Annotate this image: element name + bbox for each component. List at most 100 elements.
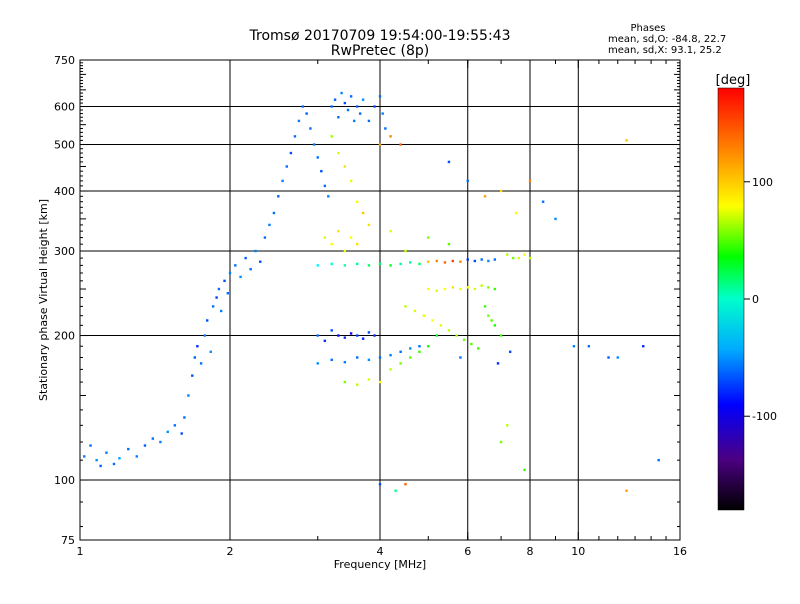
points-layer (83, 91, 660, 492)
x-axis-label: Frequency [MHz] (334, 558, 426, 571)
x-tick-label: 8 (527, 545, 534, 558)
data-point (389, 229, 392, 233)
data-point (367, 264, 371, 267)
data-point (493, 287, 497, 291)
data-point (435, 259, 438, 263)
data-point (447, 160, 451, 164)
data-point (399, 143, 402, 146)
data-point (203, 334, 206, 337)
data-point (355, 356, 359, 359)
data-point (427, 287, 430, 291)
data-point (358, 112, 362, 115)
data-point (378, 143, 382, 146)
data-point (455, 334, 458, 337)
data-point (323, 236, 327, 239)
data-point (309, 127, 312, 130)
data-point (187, 394, 190, 397)
data-point (399, 350, 402, 353)
data-point (316, 156, 319, 159)
data-point (346, 108, 350, 112)
chart-subtitle: RwPretec (8p) (331, 43, 429, 59)
data-point (99, 464, 102, 468)
data-point (462, 338, 466, 341)
data-point (367, 331, 371, 334)
data-point (642, 345, 645, 348)
data-point (105, 451, 108, 454)
data-point (330, 329, 333, 332)
data-point (361, 98, 365, 101)
colorbar-tick-label: 100 (752, 176, 773, 189)
data-point (349, 236, 353, 239)
data-point (447, 242, 451, 246)
data-point (193, 356, 197, 359)
x-tick-label: 1 (77, 545, 84, 558)
data-point (508, 350, 512, 353)
data-point (159, 440, 162, 444)
data-point (199, 362, 203, 365)
data-point (473, 287, 477, 291)
data-point (389, 368, 392, 371)
data-point (451, 286, 455, 289)
data-point (459, 287, 462, 291)
data-point (320, 169, 323, 173)
data-point (367, 119, 371, 123)
x-tick-label: 6 (464, 545, 471, 558)
data-point (343, 336, 347, 339)
data-point (528, 256, 532, 260)
data-point (511, 256, 515, 260)
data-point (480, 258, 483, 261)
data-point (435, 334, 438, 337)
data-point (404, 483, 407, 486)
data-point (215, 296, 218, 299)
data-point (439, 324, 443, 327)
y-tick-label: 400 (54, 185, 75, 198)
data-point (480, 284, 483, 287)
data-point (587, 345, 591, 348)
data-point (355, 242, 359, 246)
data-point (394, 489, 397, 492)
data-point (239, 275, 242, 279)
data-point (378, 380, 382, 384)
y-tick-label: 300 (54, 245, 75, 258)
data-point (180, 432, 183, 435)
data-point (373, 105, 376, 108)
y-axis-label: Stationary phase Virtual Height [km] (37, 199, 50, 401)
data-point (343, 165, 347, 168)
data-point (473, 259, 477, 263)
x-tick-label: 2 (227, 545, 234, 558)
stats-o-line: mean, sd,O: -84.8, 22.7 (608, 34, 726, 45)
data-point (268, 223, 271, 227)
data-point (616, 356, 619, 359)
data-point (209, 350, 212, 353)
data-point (277, 195, 280, 198)
data-point (409, 356, 412, 359)
data-point (483, 195, 487, 198)
grid-layer (80, 60, 680, 540)
data-point (514, 211, 518, 215)
data-point (361, 211, 365, 215)
data-point (378, 356, 382, 359)
y-tick-label: 200 (54, 330, 75, 343)
data-point (493, 258, 497, 261)
data-point (459, 260, 462, 263)
data-point (499, 334, 503, 337)
data-point (112, 462, 116, 466)
data-point (499, 189, 503, 193)
data-point (487, 314, 490, 317)
data-point (657, 458, 660, 462)
colorbar-ticks: 100 0 -100 (744, 176, 777, 423)
data-point (343, 360, 347, 364)
data-point (330, 242, 333, 246)
data-point (422, 314, 426, 317)
data-point (330, 135, 333, 138)
data-point (418, 262, 421, 266)
data-point (337, 334, 340, 337)
data-point (95, 458, 98, 462)
data-point (89, 444, 92, 447)
data-point (327, 195, 330, 198)
stats-header: Phases (630, 23, 665, 34)
data-point (343, 264, 347, 267)
data-point (427, 260, 430, 263)
x-tick-label: 10 (571, 545, 585, 558)
